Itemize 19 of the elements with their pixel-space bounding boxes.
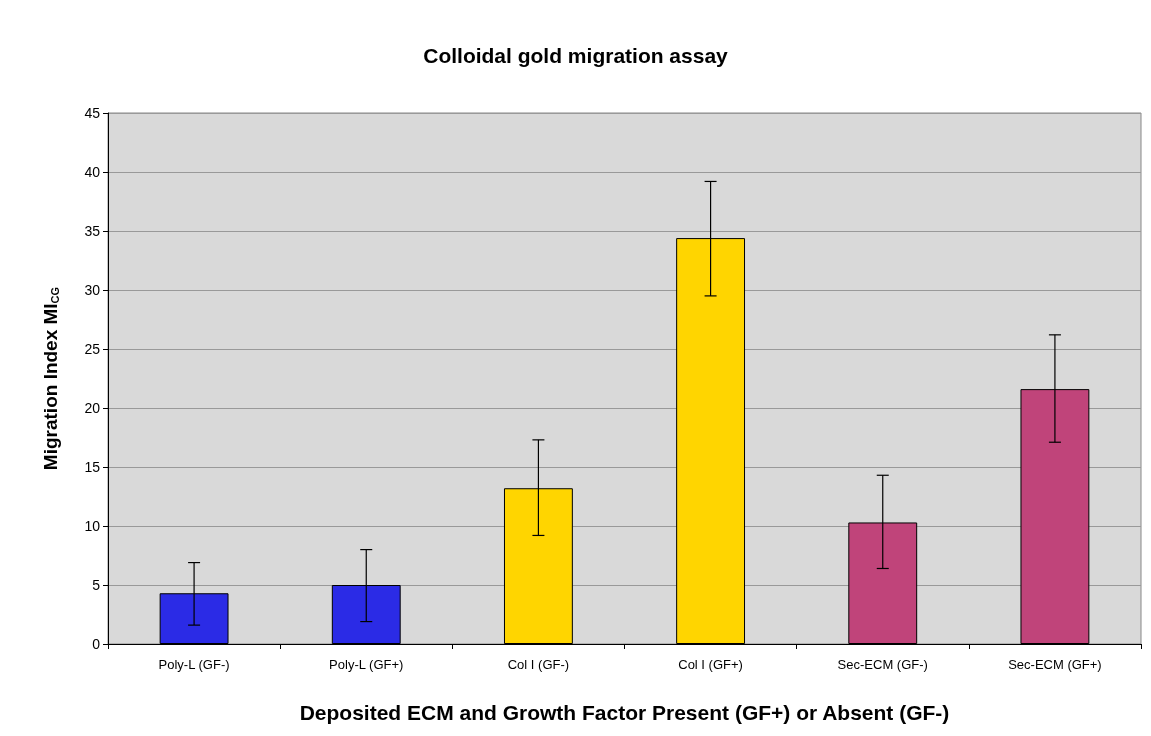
x-tick-label: Col I (GF-) (507, 657, 570, 672)
y-tick-label: 20 (84, 400, 101, 416)
x-tick-label: Sec-ECM (GF+) (1008, 657, 1102, 672)
chart-title: Colloidal gold migration assay (423, 44, 729, 67)
x-tick-label: Poly-L (GF-) (158, 657, 230, 672)
x-tick-label: Sec-ECM (GF-) (837, 657, 928, 672)
y-tick-label: 0 (92, 636, 101, 652)
y-tick-label: 45 (84, 105, 101, 121)
y-tick-label: 35 (84, 223, 101, 239)
y-tick-label: 15 (84, 459, 101, 475)
x-axis-title: Deposited ECM and Growth Factor Present (GF+) or Absent (GF-) (299, 701, 950, 724)
y-tick-label: 40 (84, 164, 101, 180)
y-axis-title: Migration Index MICG (40, 286, 61, 471)
y-tick-label: 30 (84, 282, 101, 298)
y-tick-label: 25 (84, 341, 101, 357)
y-tick-label: 5 (92, 577, 101, 593)
y-tick-label: 10 (84, 518, 101, 534)
x-tick-label: Poly-L (GF+) (329, 657, 404, 672)
x-tick-label: Col I (GF+) (678, 657, 743, 672)
